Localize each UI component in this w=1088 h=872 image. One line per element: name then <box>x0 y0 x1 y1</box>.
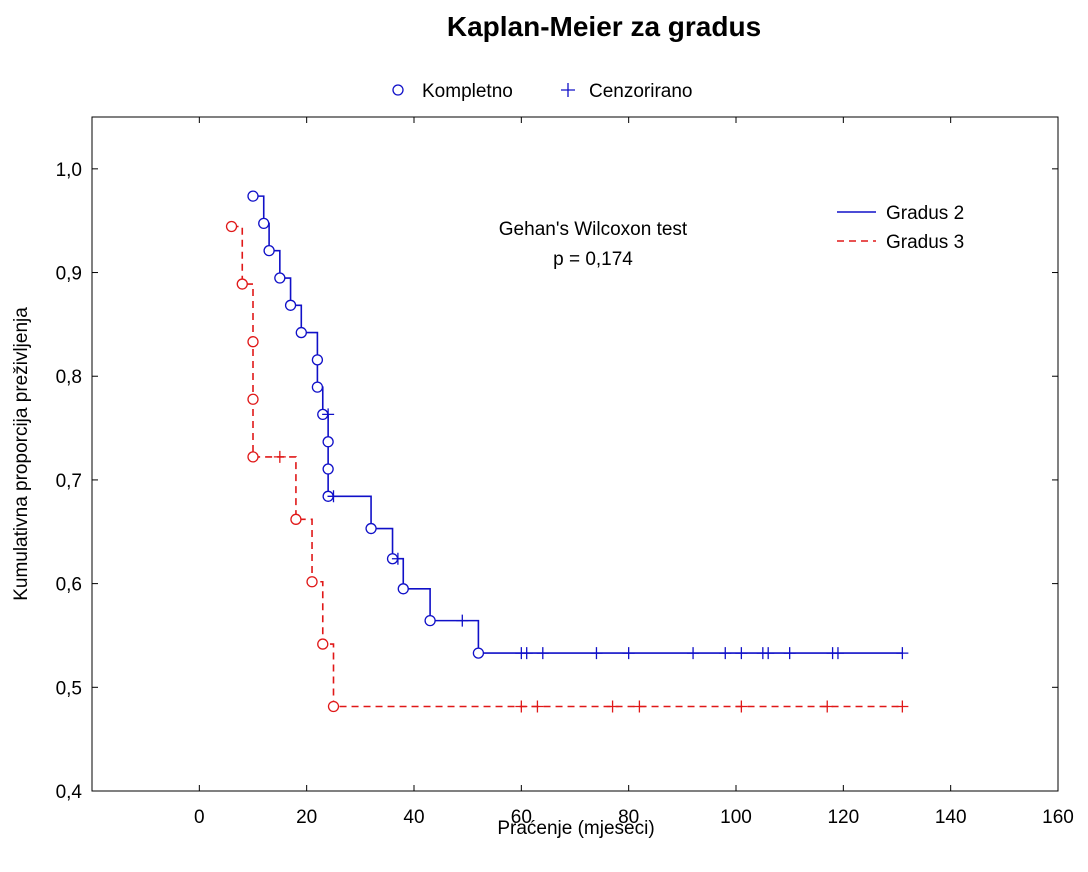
y-tick-label: 0,5 <box>56 678 82 699</box>
event-marker <box>317 638 329 650</box>
censored-marker <box>322 408 335 421</box>
censored-marker <box>719 647 732 660</box>
marker-legend-label-censored: Cenzorirano <box>589 81 693 102</box>
y-tick-label: 0,8 <box>56 367 82 388</box>
marker-legend-plus-icon <box>561 83 575 97</box>
event-marker <box>311 381 324 393</box>
series-layer <box>225 190 909 713</box>
event-marker <box>274 272 286 284</box>
censored-marker <box>687 647 700 660</box>
series-legend-label-gradus-2: Gradus 2 <box>886 203 964 224</box>
series-legend: Gradus 2 Gradus 3 <box>837 203 964 253</box>
marker-legend-circle-icon <box>392 84 404 96</box>
censored-marker <box>735 647 748 660</box>
y-tick-label: 0,9 <box>56 264 82 285</box>
censored-marker <box>391 552 404 565</box>
marker-legend: Kompletno Cenzorirano <box>392 81 693 102</box>
x-tick-label: 80 <box>618 807 639 828</box>
x-tick-label: 20 <box>296 807 317 828</box>
censored-marker <box>606 700 619 713</box>
x-tick-label: 60 <box>511 807 532 828</box>
y-tick-label: 0,7 <box>56 471 82 492</box>
x-axis: 0 20 40 60 80 100 120 140 160 <box>194 117 1074 828</box>
event-marker <box>284 299 297 311</box>
censored-marker <box>896 647 909 660</box>
x-tick-label: 40 <box>403 807 424 828</box>
event-marker <box>306 576 318 588</box>
censored-marker <box>536 647 549 660</box>
censored-marker <box>896 700 909 713</box>
marker-legend-label-complete: Kompletno <box>422 81 513 102</box>
censored-marker <box>783 647 796 660</box>
event-marker <box>322 436 334 448</box>
censored-marker <box>831 647 844 660</box>
y-tick-label: 0,4 <box>56 782 83 803</box>
event-marker <box>322 463 334 475</box>
event-marker <box>225 220 238 233</box>
censored-marker <box>531 700 544 713</box>
event-marker <box>311 354 324 366</box>
series-gradus-3 <box>225 220 909 713</box>
plot-frame <box>91 116 1059 792</box>
censored-marker <box>622 647 635 660</box>
x-tick-label: 0 <box>194 807 205 828</box>
event-marker <box>247 336 259 348</box>
censored-marker <box>762 647 775 660</box>
series-legend-label-gradus-3: Gradus 3 <box>886 232 964 253</box>
test-annotation: Gehan's Wilcoxon test p = 0,174 <box>499 219 688 270</box>
censored-marker <box>273 450 286 463</box>
event-marker <box>247 190 259 202</box>
censored-marker <box>821 700 834 713</box>
censored-marker <box>515 700 528 713</box>
event-marker <box>397 583 409 595</box>
x-axis-label: Praćenje (mjeseci) <box>497 818 654 839</box>
x-tick-label: 100 <box>720 807 752 828</box>
y-tick-label: 1,0 <box>56 160 82 181</box>
censored-marker <box>590 647 603 660</box>
event-marker <box>263 245 275 257</box>
event-marker <box>236 278 248 290</box>
chart-title: Kaplan-Meier za gradus <box>447 11 761 42</box>
x-tick-label: 160 <box>1042 807 1074 828</box>
censored-marker <box>633 700 646 713</box>
event-marker <box>295 326 307 339</box>
x-tick-label: 120 <box>827 807 859 828</box>
y-axis-label: Kumulativna proporcija preživljenja <box>11 307 32 601</box>
censored-marker <box>735 700 748 713</box>
event-marker <box>290 513 302 525</box>
censored-marker <box>520 647 533 660</box>
event-marker <box>365 522 377 535</box>
y-axis: 0,4 0,5 0,6 0,7 0,8 0,9 1,0 <box>56 160 1058 803</box>
series-gradus-2 <box>247 190 909 660</box>
y-tick-label: 0,6 <box>56 575 82 596</box>
annotation-test-name: Gehan's Wilcoxon test <box>499 219 688 240</box>
x-tick-label: 140 <box>935 807 967 828</box>
censored-marker <box>327 490 340 503</box>
event-marker <box>247 393 259 405</box>
annotation-p-value: p = 0,174 <box>553 249 633 270</box>
event-marker <box>327 700 340 713</box>
event-marker <box>472 647 485 659</box>
event-marker <box>424 614 436 627</box>
event-marker <box>247 451 259 463</box>
censored-marker <box>456 614 469 627</box>
event-marker <box>258 217 270 230</box>
